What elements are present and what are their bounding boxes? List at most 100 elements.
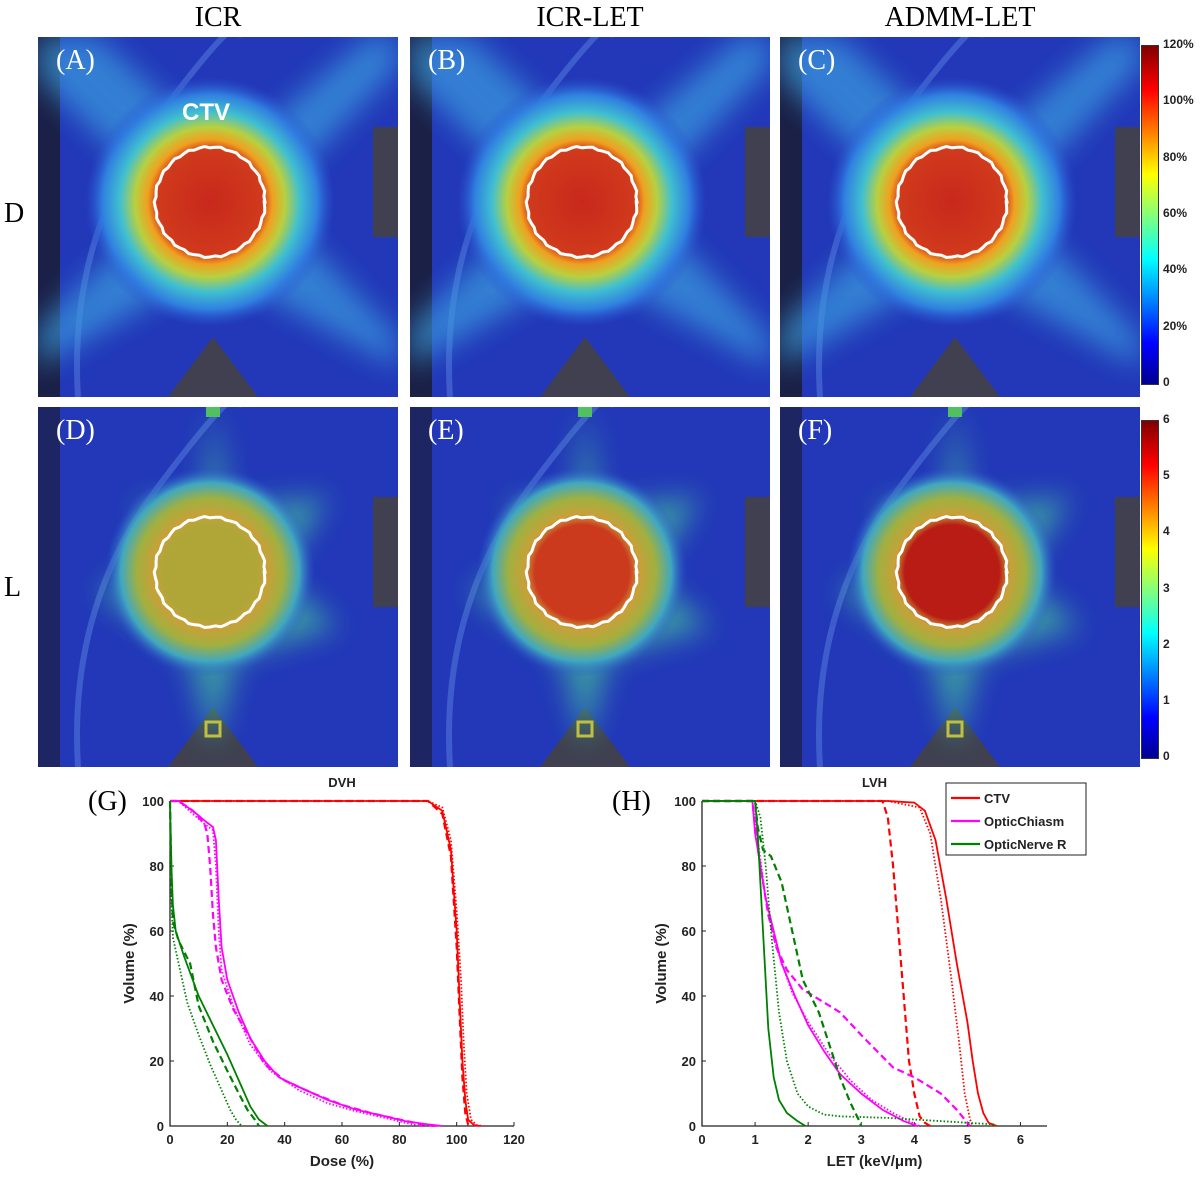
y-tick-label: 100 [142,794,164,809]
series-line-opticnerve-r-dashed [168,800,260,1127]
y-tick-label: 100 [674,794,696,809]
ctv-contour [894,514,1009,630]
ctv-contour [152,144,267,260]
panel-label: (E) [428,415,464,446]
x-tick-label: 0 [698,1132,705,1147]
x-tick-label: 80 [392,1132,406,1147]
y-tick-label: 60 [150,924,164,939]
series-line-opticnerve-r-dashed [702,799,863,1127]
chart-title: LVH [862,775,887,790]
dose-colorbar [1141,45,1159,385]
heatmap-image [780,407,1140,767]
ctv-contour [894,144,1009,260]
legend-entry: CTV [984,791,1010,806]
x-tick-label: 60 [335,1132,349,1147]
series-line-opticchiasm-dotted [702,800,920,1127]
let-colorbar-tick: 0 [1163,749,1170,763]
ctv-contour [152,514,267,630]
let-colorbar-tick: 5 [1163,468,1170,483]
series-line-opticchiasm-dashed [702,799,971,1127]
x-tick-label: 40 [277,1132,291,1147]
x-tick-label: 120 [503,1132,525,1147]
x-tick-label: 1 [751,1132,758,1147]
series-line-ctv-dotted [702,800,974,1127]
let-colorbar-tick: 3 [1163,580,1170,595]
dose-map-b: (B) [410,37,770,397]
panel-label: (A) [56,45,95,76]
let-colorbar [1141,420,1159,759]
y-axis-label: Volume (%) [121,923,138,1004]
y-tick-label: 40 [682,989,696,1004]
series-line-opticnerve-r-solid [169,800,269,1127]
x-tick-label: 3 [858,1132,865,1147]
x-tick-label: 2 [805,1132,812,1147]
x-tick-label: 6 [1017,1132,1024,1147]
x-tick-label: 5 [964,1132,971,1147]
column-title-admm-let: ADMM-LET [884,2,1036,33]
dose-colorbar-tick: 40% [1163,262,1188,277]
x-axis-label: LET (keV/μm) [827,1153,923,1170]
series-line-ctv-solid [702,800,997,1127]
dose-colorbar-tick: 100% [1163,93,1194,108]
x-tick-label: 0 [166,1132,173,1147]
panel-label-g: (G) [88,786,127,817]
series-line-opticchiasm-solid [702,800,918,1127]
series-line-ctv-dashed [170,799,472,1127]
let-colorbar-tick: 6 [1163,412,1170,426]
heatmap-image [410,37,770,397]
row-label-let: L [4,572,22,603]
heatmap-image [38,37,398,397]
y-tick-label: 20 [150,1054,164,1069]
y-tick-label: 60 [682,924,696,939]
heatmap-image [410,407,770,767]
dose-colorbar-tick: 80% [1163,149,1188,164]
dose-colorbar-tick: 60% [1163,206,1188,220]
x-tick-label: 20 [220,1132,234,1147]
series-line-ctv-dashed [702,799,931,1127]
x-axis-label: Dose (%) [310,1153,374,1170]
x-tick-label: 4 [911,1132,919,1147]
panel-label: (D) [56,415,95,446]
let-map-e: (E) [410,407,770,767]
series-line-ctv-solid [170,800,480,1127]
panel-label: (F) [798,415,833,446]
y-tick-label: 80 [150,859,164,874]
series-line-opticchiasm-dashed [170,799,434,1128]
series-line-opticchiasm-solid [170,800,443,1127]
y-axis-label: Volume (%) [653,923,670,1004]
let-colorbar-tick: 1 [1163,692,1170,707]
chart-title: DVH [328,775,355,790]
y-tick-label: 80 [682,859,696,874]
panel-label-h: (H) [612,786,651,817]
y-tick-label: 0 [689,1119,696,1134]
x-tick-label: 100 [446,1132,468,1147]
ctv-label: CTV [182,99,230,126]
dvh-chart: 0 20 40 60 80 100 120 0 20 40 60 80 100 DVH Dose (%) Vo… [121,775,525,1170]
dose-colorbar-tick: 20% [1163,318,1188,333]
ctv-contour [524,144,639,260]
y-tick-label: 40 [150,989,164,1004]
y-tick-label: 20 [682,1054,696,1069]
let-colorbar-tick: 4 [1163,524,1170,539]
dose-map-c: (C) [780,37,1140,397]
dose-colorbar-tick: 120% [1163,37,1194,51]
series-line-opticnerve-r-dotted [169,800,243,1127]
column-title-icr: ICR [194,2,242,33]
y-tick-label: 0 [157,1119,164,1134]
series-line-opticchiasm-dotted [170,800,423,1127]
legend-entry: OpticChiasm [984,814,1064,829]
dose-colorbar-tick: 0 [1163,375,1170,389]
let-colorbar-tick: 2 [1163,636,1170,651]
let-map-f: (F) [780,407,1140,767]
legend: CTV OpticChiasm OpticNerve R [945,782,1087,856]
series-line-opticnerve-r-solid [702,800,806,1127]
heatmap-image [780,37,1140,397]
legend-entry: OpticNerve R [984,837,1067,852]
panel-label: (C) [798,45,836,76]
ctv-contour [524,514,639,630]
heatmap-image [38,407,398,767]
panel-label: (B) [428,45,466,76]
column-title-icr-let: ICR-LET [536,2,644,33]
